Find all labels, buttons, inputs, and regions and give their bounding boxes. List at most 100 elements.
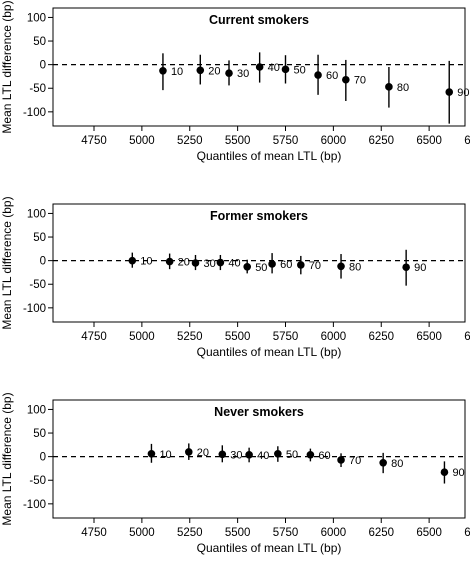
chart-panel-2: Former smokers -100 -50 0 50 100 4750 5000 5250 5… <box>0 196 470 359</box>
x-tick-label: 4750 <box>81 135 107 147</box>
data-point <box>337 262 345 271</box>
x-tick-label: 6500 <box>416 135 442 147</box>
data-point <box>165 257 174 266</box>
x-axis-label: Quantiles of mean LTL (bp) <box>197 541 342 555</box>
point-label: 60 <box>326 70 338 82</box>
point-label: 40 <box>257 450 269 462</box>
data-point <box>128 256 137 265</box>
data-point <box>337 456 345 464</box>
data-point <box>445 88 454 96</box>
data-point <box>268 260 276 268</box>
x-tick-label: 5250 <box>177 331 203 343</box>
chart-title: Never smokers <box>214 405 304 419</box>
y-tick-label: 50 <box>33 428 46 440</box>
data-point <box>385 83 393 91</box>
y-tick-label: -100 <box>23 107 46 119</box>
data-point <box>243 262 251 271</box>
point-label: 90 <box>457 87 469 99</box>
y-axis-label: Mean LTL difference (bp) <box>0 0 14 133</box>
data-point <box>306 450 315 459</box>
x-tick-label: 4750 <box>81 331 107 343</box>
data-point <box>255 63 264 71</box>
x-tick-label: 5750 <box>273 331 299 343</box>
data-point <box>440 468 449 477</box>
x-tick-label: 6000 <box>321 331 347 343</box>
x-tick-label: 4750 <box>81 527 107 539</box>
point-label: 30 <box>203 258 215 270</box>
x-tick-label: 6250 <box>368 527 394 539</box>
point-label: 90 <box>414 262 426 274</box>
point-label: 20 <box>178 257 190 269</box>
point-label: 30 <box>230 449 242 461</box>
data-point <box>218 450 227 459</box>
data-point <box>297 261 305 269</box>
x-tick-label: 5500 <box>225 135 251 147</box>
y-axis-label: Mean LTL difference (bp) <box>0 196 14 329</box>
point-label: 80 <box>397 82 409 94</box>
point-label: 50 <box>294 64 306 76</box>
point-label: 60 <box>280 259 292 271</box>
y-tick-label: 0 <box>40 60 46 72</box>
point-label: 70 <box>349 455 361 467</box>
chart-panel-1: Current smokers -100 -50 0 50 100 4750 5000 5250… <box>0 0 470 163</box>
x-axis-label: Quantiles of mean LTL (bp) <box>197 149 342 163</box>
x-tick-label: 5500 <box>225 527 251 539</box>
point-label: 50 <box>255 262 267 274</box>
data-point <box>379 458 387 467</box>
point-label: 40 <box>228 258 240 270</box>
x-tick-label: 6000 <box>321 527 347 539</box>
plot-frame <box>52 7 466 127</box>
y-tick-label: 100 <box>27 404 46 416</box>
x-tick-label: 6250 <box>368 331 394 343</box>
x-tick-label: 5500 <box>225 331 251 343</box>
data-point <box>184 448 193 456</box>
x-tick-label: 6250 <box>368 135 394 147</box>
point-label: 70 <box>354 75 366 87</box>
y-tick-label: -50 <box>29 83 46 95</box>
chart-panel-3: Never smokers -100 -50 0 50 100 4750 5000 5250 55… <box>0 392 470 555</box>
data-point <box>245 450 253 459</box>
x-tick-label: 6750 <box>464 331 470 343</box>
x-tick-label: 6000 <box>321 135 347 147</box>
plot-frame <box>52 399 466 519</box>
x-tick-label: 6750 <box>464 135 470 147</box>
point-label: 90 <box>452 467 464 479</box>
point-label: 10 <box>140 256 152 268</box>
y-axis-label: Mean LTL difference (bp) <box>0 392 14 525</box>
chart-title: Former smokers <box>210 209 308 223</box>
point-label: 30 <box>237 68 249 80</box>
data-point <box>159 66 167 75</box>
point-label: 80 <box>391 458 403 470</box>
data-point <box>274 450 282 458</box>
y-tick-label: -50 <box>29 279 46 291</box>
x-tick-label: 5250 <box>177 135 203 147</box>
point-label: 50 <box>286 449 298 461</box>
data-point <box>225 69 233 77</box>
x-tick-label: 5000 <box>129 527 155 539</box>
data-point <box>342 75 350 84</box>
point-label: 70 <box>309 260 321 272</box>
y-tick-label: 0 <box>40 452 46 464</box>
data-point <box>314 71 322 79</box>
x-tick-label: 5000 <box>129 135 155 147</box>
y-tick-label: 100 <box>27 12 46 24</box>
y-tick-label: 100 <box>27 208 46 220</box>
chart-title: Current smokers <box>209 13 309 27</box>
point-label: 20 <box>197 447 209 459</box>
x-tick-label: 6500 <box>416 527 442 539</box>
x-tick-label: 5250 <box>177 527 203 539</box>
point-label: 20 <box>208 65 220 77</box>
data-point <box>281 65 290 74</box>
x-tick-label: 6750 <box>464 527 470 539</box>
y-tick-label: -50 <box>29 475 46 487</box>
y-tick-label: -100 <box>23 499 46 511</box>
plot-frame <box>52 203 466 323</box>
x-tick-label: 5750 <box>273 135 299 147</box>
data-point <box>147 450 156 458</box>
data-point <box>402 263 410 272</box>
point-label: 40 <box>268 62 280 74</box>
y-tick-label: -100 <box>23 303 46 315</box>
x-axis-label: Quantiles of mean LTL (bp) <box>197 345 342 359</box>
y-tick-label: 50 <box>33 232 46 244</box>
